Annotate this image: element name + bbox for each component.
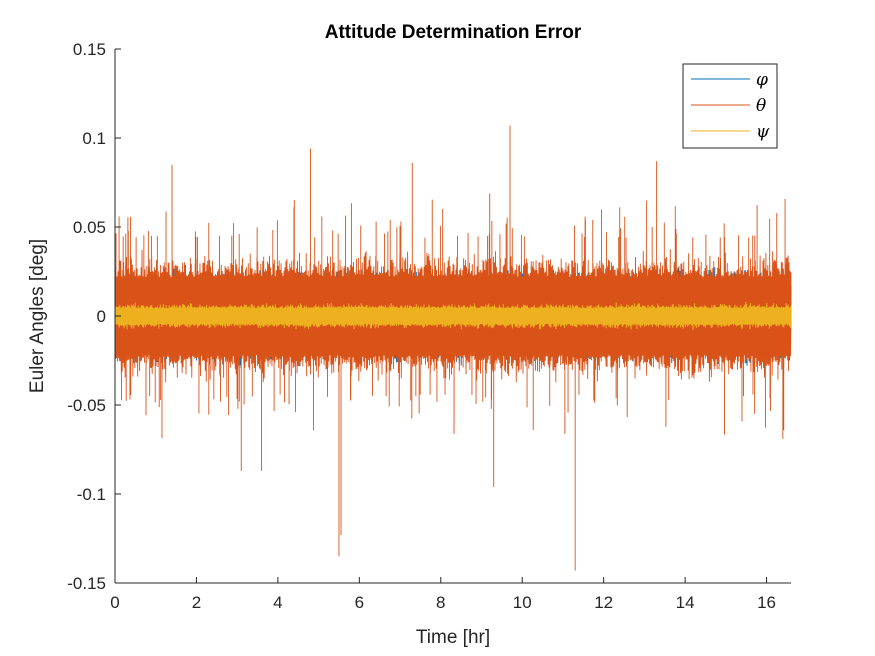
y-tick-label: -0.15 [67,574,106,593]
x-ticks: 0 2 4 6 8 10 12 14 16 [110,577,776,612]
chart-title: Attitude Determination Error [325,22,582,43]
x-axis-label: Time [hr] [416,627,490,648]
series-line-theta [114,125,792,571]
series-layer [114,125,792,571]
x-tick-label: 16 [757,593,776,612]
legend-label-phi: φ [756,70,768,90]
x-tick-label: 14 [676,593,695,612]
y-tick-label: 0.05 [73,218,106,237]
x-tick-label: 6 [355,593,364,612]
y-axis-label: Euler Angles [deg] [27,239,48,393]
x-tick-label: 8 [436,593,445,612]
series-line-psi [114,302,792,330]
y-tick-label: -0.05 [67,396,106,415]
legend: φ θ ψ [682,63,778,149]
x-tick-label: 4 [273,593,282,612]
x-tick-label: 2 [192,593,201,612]
legend-label-psi: ψ [756,122,770,142]
y-tick-label: 0 [97,307,106,326]
x-tick-label: 12 [594,593,613,612]
legend-label-theta: θ [756,96,766,116]
x-tick-label: 10 [513,593,532,612]
y-tick-label: -0.1 [77,485,106,504]
y-tick-label: 0.1 [82,129,106,148]
legend-box [682,63,778,149]
x-tick-label: 0 [110,593,119,612]
y-ticks: 0.15 0.1 0.05 0 -0.05 -0.1 -0.15 [67,40,121,593]
y-tick-label: 0.15 [73,40,106,59]
